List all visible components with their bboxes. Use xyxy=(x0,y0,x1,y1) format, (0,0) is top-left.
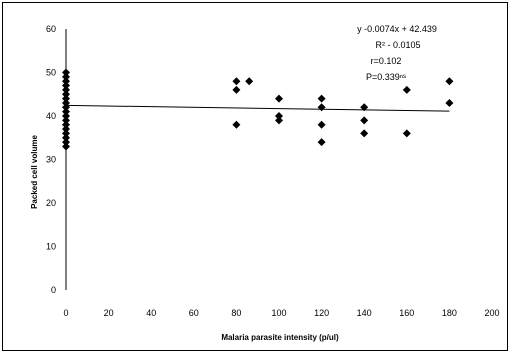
regression-annotations: y -0.0074x + 42.439 R² - 0.0105 r=0.102 … xyxy=(357,24,437,82)
data-point xyxy=(402,129,411,138)
x-axis-title: Malaria parasite intensity (p/ul) xyxy=(221,333,339,342)
data-point xyxy=(232,120,241,129)
r-squared-label: R² - 0.0105 xyxy=(375,40,420,50)
x-tick-label: 80 xyxy=(231,308,241,318)
data-point xyxy=(62,103,70,112)
data-point xyxy=(62,94,70,103)
y-axis-title: Packed cell volume xyxy=(30,135,39,209)
y-tick-labels: 0 10 20 30 40 50 60 xyxy=(46,24,56,295)
data-point xyxy=(445,77,454,86)
regression-equation: y -0.0074x + 42.439 xyxy=(357,24,437,34)
data-point xyxy=(62,129,70,138)
y-tick-label: 20 xyxy=(46,198,56,208)
data-point xyxy=(62,90,70,99)
data-point xyxy=(62,116,70,125)
trendline xyxy=(65,104,450,112)
data-point xyxy=(317,138,326,147)
x-tick-label: 0 xyxy=(63,308,68,318)
data-point xyxy=(62,138,70,147)
x-tick-label: 120 xyxy=(314,308,329,318)
x-tick-label: 160 xyxy=(399,308,414,318)
data-point xyxy=(317,94,326,103)
data-point xyxy=(62,68,70,77)
x-tick-label: 40 xyxy=(146,308,156,318)
x-tick-label: 140 xyxy=(357,308,372,318)
data-point xyxy=(275,116,283,125)
data-point xyxy=(62,72,70,81)
data-point xyxy=(62,120,70,129)
y-tick-label: 0 xyxy=(51,285,56,295)
data-point xyxy=(275,94,283,103)
data-point xyxy=(317,120,326,129)
data-point xyxy=(360,116,369,125)
data-point xyxy=(232,77,241,86)
data-point xyxy=(62,133,70,142)
x-tick-label: 100 xyxy=(271,308,286,318)
data-point xyxy=(62,98,70,107)
trendline-group xyxy=(65,104,450,112)
y-tick-label: 10 xyxy=(46,242,56,252)
x-tick-label: 200 xyxy=(484,308,499,318)
data-point xyxy=(360,103,369,112)
data-point xyxy=(62,112,70,120)
data-point xyxy=(317,103,326,112)
data-point xyxy=(62,125,70,134)
x-tick-label: 20 xyxy=(104,308,114,318)
data-point xyxy=(232,85,241,94)
data-point xyxy=(62,142,70,151)
y-tick-label: 50 xyxy=(46,68,56,78)
data-point xyxy=(62,81,70,90)
data-point xyxy=(402,85,411,94)
chart-frame xyxy=(2,2,508,351)
p-value-label: P=0.339ⁿˢ xyxy=(366,72,406,82)
data-point xyxy=(62,107,70,116)
data-point xyxy=(445,98,454,107)
correlation-label: r=0.102 xyxy=(371,56,402,66)
data-point xyxy=(360,129,369,138)
y-tick-label: 30 xyxy=(46,155,56,165)
data-point xyxy=(62,85,70,94)
y-tick-label: 40 xyxy=(46,111,56,121)
y-tick-label: 60 xyxy=(46,24,56,34)
data-point xyxy=(62,77,70,86)
x-tick-labels: 0 20 40 60 80 100 120 140 160 180 200 xyxy=(63,308,499,318)
data-point xyxy=(245,77,254,86)
x-tick-label: 60 xyxy=(189,308,199,318)
data-point xyxy=(275,112,283,120)
data-points xyxy=(62,68,454,151)
x-tick-label: 180 xyxy=(442,308,457,318)
